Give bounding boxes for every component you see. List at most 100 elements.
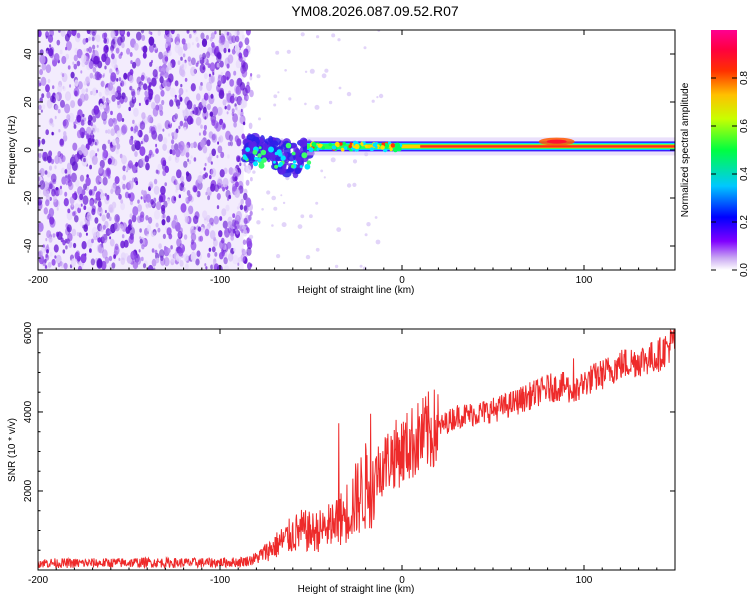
noise-blob — [135, 161, 139, 167]
noise-blob — [211, 119, 216, 126]
noise-blob — [182, 186, 186, 192]
noise-blob — [148, 88, 154, 98]
noise-blob — [174, 94, 177, 99]
speckle — [337, 38, 341, 42]
noise-blob — [45, 64, 52, 74]
noise-blob — [113, 118, 118, 125]
noise-blob — [184, 216, 190, 224]
noise-blob — [39, 55, 46, 65]
noise-blob — [92, 89, 97, 96]
noise-blob — [186, 115, 193, 125]
noise-blob — [107, 158, 112, 165]
noise-blob — [62, 134, 68, 142]
noise-blob — [219, 216, 223, 221]
noise-blob — [129, 96, 133, 102]
noise-blob — [112, 139, 116, 146]
colorbar-label: Normalized spectral amplitude — [680, 82, 691, 217]
noise-blob — [80, 53, 87, 63]
speckle — [352, 159, 358, 164]
noise-blob — [104, 209, 107, 214]
noise-blob — [45, 129, 49, 136]
noise-blob — [57, 109, 61, 114]
noise-blob — [115, 148, 119, 155]
noise-blob — [45, 84, 50, 93]
noise-blob — [151, 248, 155, 253]
noise-blob — [147, 96, 152, 103]
noise-blob — [173, 143, 179, 151]
noise-blob — [249, 75, 253, 81]
noise-blob — [139, 238, 143, 244]
noise-blob — [83, 81, 87, 86]
noise-blob — [39, 97, 43, 103]
carrier-onset-core — [260, 149, 267, 156]
noise-blob — [98, 167, 104, 177]
noise-blob — [136, 31, 142, 41]
noise-blob — [229, 141, 233, 147]
noise-blob — [86, 48, 89, 52]
noise-blob — [62, 86, 66, 92]
noise-blob — [94, 198, 98, 204]
noise-blob — [110, 45, 115, 52]
noise-blob — [105, 129, 108, 134]
noise-blob — [148, 149, 153, 156]
noise-blob — [190, 241, 197, 251]
noise-blob — [216, 205, 220, 210]
noise-blob — [89, 164, 92, 170]
noise-blob — [141, 34, 146, 42]
speckle — [376, 96, 379, 99]
noise-blob — [183, 160, 188, 168]
noise-blob — [110, 72, 117, 82]
noise-blob — [159, 84, 164, 91]
noise-blob — [99, 192, 105, 200]
noise-blob — [55, 91, 62, 102]
noise-blob — [209, 217, 214, 225]
noise-blob — [56, 39, 61, 46]
noise-blob — [101, 249, 108, 259]
noise-blob — [59, 138, 64, 146]
noise-blob — [64, 33, 70, 42]
noise-blob — [140, 140, 143, 145]
noise-blob — [196, 42, 200, 48]
noise-blob — [104, 192, 107, 197]
speckle — [366, 222, 371, 227]
noise-blob — [171, 175, 176, 184]
noise-blob — [246, 95, 249, 100]
speckle — [323, 176, 326, 179]
speckle — [300, 214, 305, 219]
noise-blob — [121, 42, 125, 49]
noise-blob — [191, 57, 196, 66]
noise-blob — [154, 209, 160, 220]
carrier-core — [340, 147, 345, 152]
noise-blob — [73, 54, 78, 62]
noise-blob — [157, 170, 160, 175]
noise-blob — [79, 221, 84, 228]
carrier-core — [349, 142, 353, 145]
noise-blob — [195, 36, 199, 43]
carrier-onset-core — [274, 164, 279, 169]
noise-blob — [234, 135, 240, 143]
noise-blob — [90, 90, 93, 96]
noise-blob — [151, 258, 157, 267]
noise-blob — [241, 248, 246, 256]
noise-blob — [91, 238, 94, 244]
noise-blob — [157, 227, 161, 233]
noise-blob — [52, 233, 56, 238]
noise-blob — [174, 80, 179, 87]
noise-blob — [200, 124, 203, 129]
noise-blob — [65, 245, 68, 250]
noise-blob — [108, 255, 113, 262]
noise-blob — [211, 42, 215, 48]
noise-blob — [181, 38, 186, 45]
noise-blob — [133, 42, 139, 51]
carrier-onset-core — [292, 160, 297, 164]
noise-blob — [178, 194, 181, 199]
noise-blob — [85, 232, 88, 236]
noise-blob — [97, 206, 103, 216]
carrier-core — [389, 148, 393, 152]
carrier-onset-blob — [295, 149, 301, 154]
noise-blob — [60, 261, 65, 268]
noise-blob — [120, 30, 125, 35]
noise-blob — [94, 141, 97, 146]
noise-blob — [101, 96, 106, 103]
noise-blob — [157, 163, 162, 171]
